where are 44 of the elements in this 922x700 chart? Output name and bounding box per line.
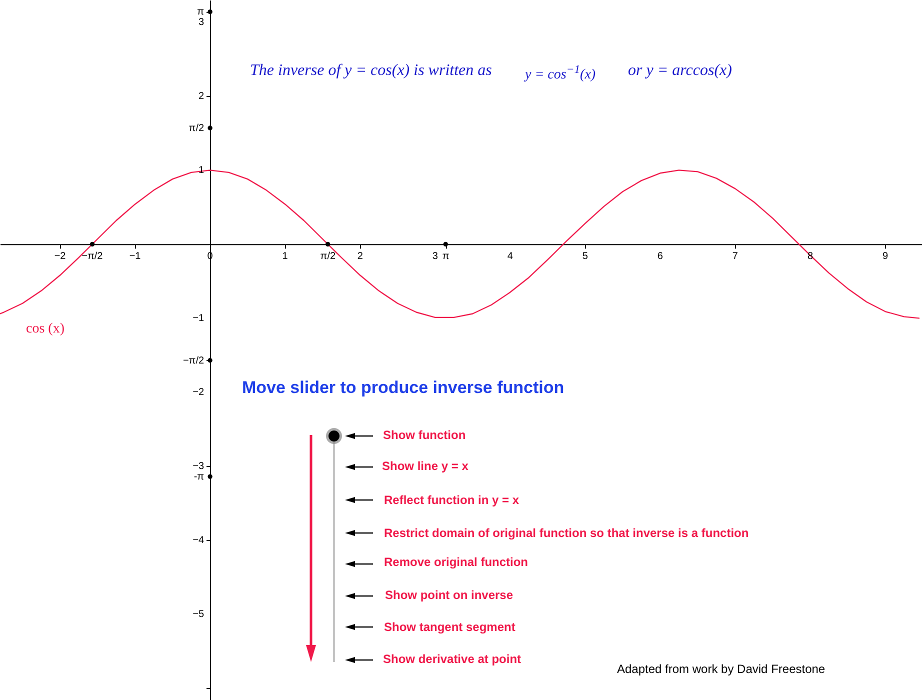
- x-tick-label: π/2: [320, 251, 336, 262]
- x-tick-label: 3: [432, 251, 438, 262]
- annotation: y = cos$^{−1}$(x): [525, 63, 596, 84]
- x-tick-label: 4: [507, 251, 514, 262]
- x-tick-label: 2: [357, 251, 364, 262]
- x-tick-label: −2: [54, 251, 66, 262]
- point: [90, 242, 95, 247]
- x-tick-label: −π/2: [82, 251, 104, 262]
- y-tick-label: −2: [192, 387, 204, 398]
- annotation: Restrict domain of original function so that inverse is a function: [384, 526, 749, 540]
- annotation: The inverse of y = cos(x) is written as: [250, 62, 492, 80]
- point: [208, 126, 212, 130]
- y-tick-label: −1: [192, 313, 204, 324]
- annotation: Adapted from work by David Freestone: [617, 662, 826, 676]
- point: [208, 10, 212, 14]
- annotation: Show function: [383, 428, 466, 442]
- y-tick-label: −3: [192, 461, 204, 472]
- y-tick-label: −5: [192, 609, 204, 620]
- x-tick-label: 6: [657, 251, 664, 262]
- x-tick-label: 7: [732, 251, 738, 262]
- x-tick-label: π: [442, 251, 450, 262]
- y-tick-label: -π: [194, 472, 204, 483]
- y-tick-label: π/2: [188, 122, 204, 134]
- y-tick-label: 2: [198, 91, 204, 102]
- annotation: or y = arccos(x): [628, 62, 732, 80]
- series-label: cos (x): [26, 322, 65, 337]
- annotation: Show point on inverse: [385, 588, 514, 602]
- annotation: Move slider to produce inverse function: [242, 378, 564, 398]
- y-tick-label: −4: [192, 535, 204, 546]
- point: [443, 242, 448, 247]
- y-tick-label: 3: [198, 17, 204, 28]
- point: [325, 242, 330, 247]
- y-tick-label: π: [197, 6, 204, 18]
- y-tick-label: −π/2: [182, 355, 204, 366]
- annotation: Show line y = x: [382, 459, 468, 473]
- x-tick-label: 1: [282, 251, 288, 262]
- annotation: Show derivative at point: [383, 652, 522, 666]
- point: [208, 474, 212, 479]
- x-tick-label: 5: [582, 251, 588, 262]
- annotation: Reflect function in y = x: [384, 493, 520, 507]
- x-tick-label: −1: [129, 251, 142, 262]
- annotation: Show tangent segment: [384, 620, 516, 634]
- annotation: Remove original function: [384, 555, 528, 569]
- x-tick-label: 9: [882, 251, 888, 262]
